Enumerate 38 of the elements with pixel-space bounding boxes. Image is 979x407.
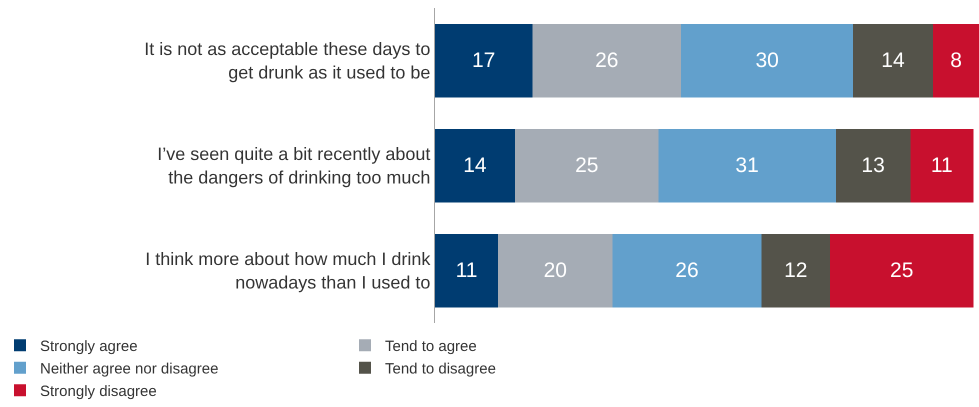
legend-label: Strongly agree [40,338,138,356]
bar [435,24,532,98]
bar [435,234,498,308]
data-label: 17 [472,49,496,72]
y-tick-label: I think more about how much I drink nowadays than I used to [145,249,432,292]
data-label: 8 [950,49,962,72]
bar [761,234,830,308]
bar [435,128,516,202]
bar [830,234,974,308]
legend-label: Tend to disagree [385,360,496,378]
legend-label: Strongly disagree [40,383,157,400]
bar [933,24,979,98]
legend-label: Neither agree nor disagree [40,360,218,378]
data-label: 25 [890,259,914,282]
bar [681,24,854,98]
y-tick-label: It is not as acceptable these days to get drunk as it used to be [144,39,430,82]
data-label: 12 [784,259,808,282]
legend-label: Tend to agree [385,338,477,356]
data-label: 26 [595,49,618,72]
bar [853,24,934,98]
bar [515,128,658,202]
bar [658,128,836,202]
data-label: 26 [675,259,699,282]
data-label: 14 [881,49,905,72]
data-label: 31 [735,154,759,177]
bar [612,234,762,308]
bar [498,234,613,308]
data-label: 14 [463,154,487,177]
bar [910,128,974,202]
data-label: 11 [930,154,953,177]
data-label: 13 [861,154,885,177]
y-tick-label: I’ve seen quite a bit recently about the dangers of drinking too much [157,144,430,188]
bar [836,128,910,202]
data-label: 25 [575,154,598,177]
data-label: 11 [456,259,478,282]
data-label: 30 [755,49,779,72]
data-label: 20 [544,259,567,282]
bar [532,24,682,98]
